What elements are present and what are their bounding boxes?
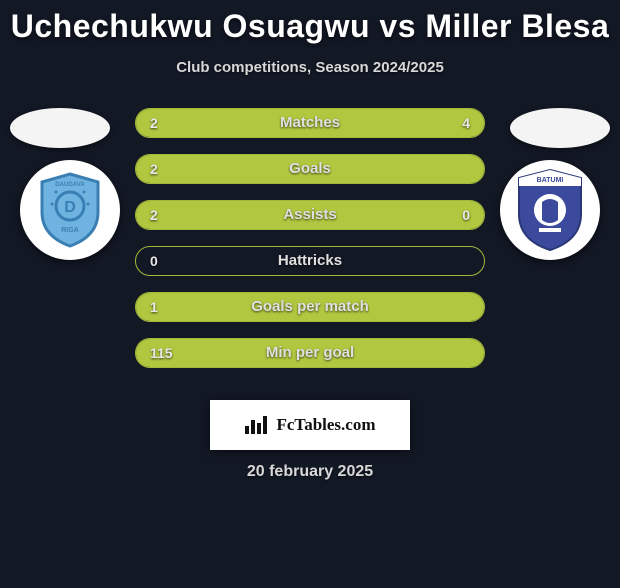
- page-title: Uchechukwu Osuagwu vs Miller Blesa: [0, 8, 620, 45]
- left-club-name: DAUGAVA: [55, 182, 85, 188]
- stat-row: 2Goals: [135, 154, 485, 184]
- stat-row: 20Assists: [135, 200, 485, 230]
- bar-chart-icon: [244, 414, 270, 436]
- right-country-oval: [510, 108, 610, 148]
- stat-row: 0Hattricks: [135, 246, 485, 276]
- stat-row: 115Min per goal: [135, 338, 485, 368]
- right-club-name: BATUMI: [537, 177, 564, 184]
- left-country-oval: [10, 108, 110, 148]
- svg-text:D: D: [64, 199, 76, 216]
- stat-label: Goals per match: [136, 293, 484, 322]
- stat-row: 1Goals per match: [135, 292, 485, 322]
- brand-box: FcTables.com: [210, 400, 410, 450]
- page-subtitle: Club competitions, Season 2024/2025: [0, 59, 620, 76]
- stat-label: Goals: [136, 155, 484, 184]
- shield-icon: BATUMI: [515, 168, 585, 252]
- date-line: 20 february 2025: [0, 463, 620, 481]
- stat-label: Hattricks: [136, 247, 484, 276]
- stat-label: Min per goal: [136, 339, 484, 368]
- stat-bars: 24Matches 2Goals 20Assists 0Hattricks 1Goals…: [135, 108, 485, 384]
- stat-label: Assists: [136, 201, 484, 230]
- brand-text: FcTables.com: [276, 415, 375, 435]
- right-club-badge: BATUMI: [500, 160, 600, 260]
- stat-row: 24Matches: [135, 108, 485, 138]
- svg-text:RIGA: RIGA: [61, 227, 79, 234]
- stat-label: Matches: [136, 109, 484, 138]
- left-club-badge: D DAUGAVA RIGA: [20, 160, 120, 260]
- shield-icon: D DAUGAVA RIGA: [38, 172, 102, 248]
